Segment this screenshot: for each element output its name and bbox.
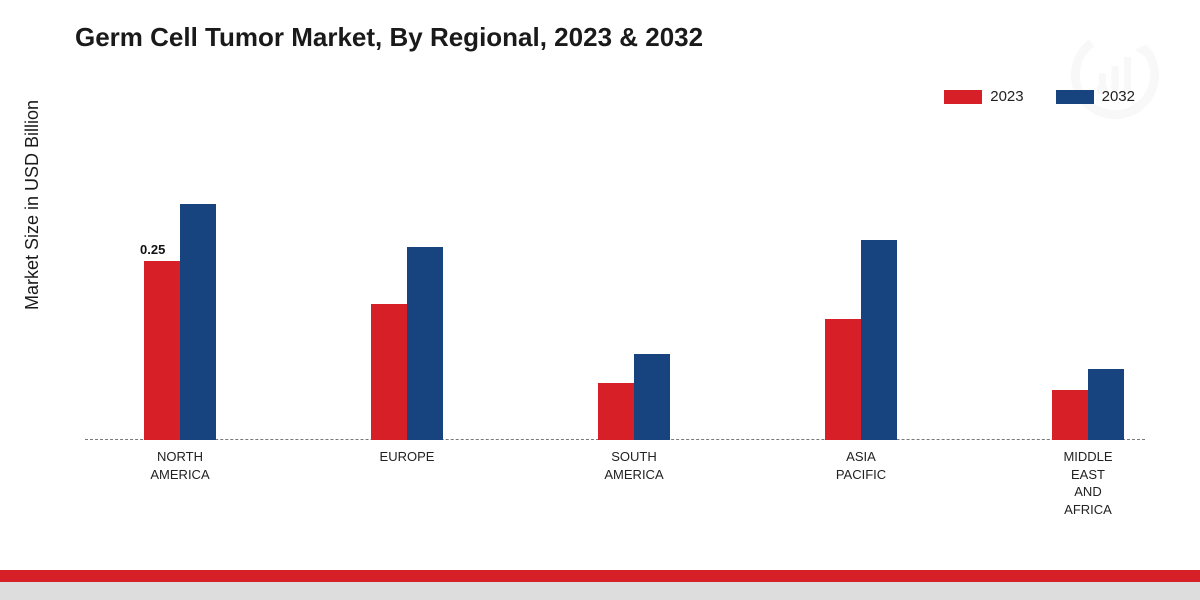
bar-2032 xyxy=(180,204,216,440)
legend-item-2023: 2023 xyxy=(944,88,1023,105)
chart-title: Germ Cell Tumor Market, By Regional, 202… xyxy=(75,22,703,53)
bar-2023 xyxy=(144,261,180,440)
legend: 2023 2032 xyxy=(944,88,1135,105)
bar-2032 xyxy=(634,354,670,440)
watermark-logo-icon xyxy=(1070,30,1160,120)
legend-label-2023: 2023 xyxy=(990,88,1023,105)
bar-2032 xyxy=(407,247,443,440)
legend-item-2032: 2032 xyxy=(1056,88,1135,105)
legend-label-2032: 2032 xyxy=(1102,88,1135,105)
footer-accent-bar xyxy=(0,570,1200,582)
bar-group xyxy=(371,247,443,440)
bar-2023 xyxy=(598,383,634,440)
x-tick-label: SOUTH AMERICA xyxy=(604,448,663,483)
y-axis-label: Market Size in USD Billion xyxy=(22,100,43,310)
x-axis-labels: NORTH AMERICA EUROPE SOUTH AMERICA ASIA PAC… xyxy=(85,448,1145,538)
bar-2023 xyxy=(825,319,861,440)
bar-2023 xyxy=(371,304,407,440)
bar-value-label: 0.25 xyxy=(140,242,165,257)
bar-group xyxy=(825,240,897,440)
footer-base-bar xyxy=(0,582,1200,600)
plot-area: 0.25 xyxy=(85,140,1145,440)
bar-group xyxy=(1052,369,1124,440)
x-tick-label: ASIA PACIFIC xyxy=(836,448,886,483)
bar-2023 xyxy=(1052,390,1088,440)
bar-group xyxy=(598,354,670,440)
x-tick-label: EUROPE xyxy=(380,448,435,466)
x-tick-label: NORTH AMERICA xyxy=(150,448,209,483)
legend-swatch-2032 xyxy=(1056,90,1094,104)
bar-2032 xyxy=(1088,369,1124,440)
x-tick-label: MIDDLE EAST AND AFRICA xyxy=(1063,448,1112,518)
bar-2032 xyxy=(861,240,897,440)
legend-swatch-2023 xyxy=(944,90,982,104)
bar-group xyxy=(144,204,216,440)
